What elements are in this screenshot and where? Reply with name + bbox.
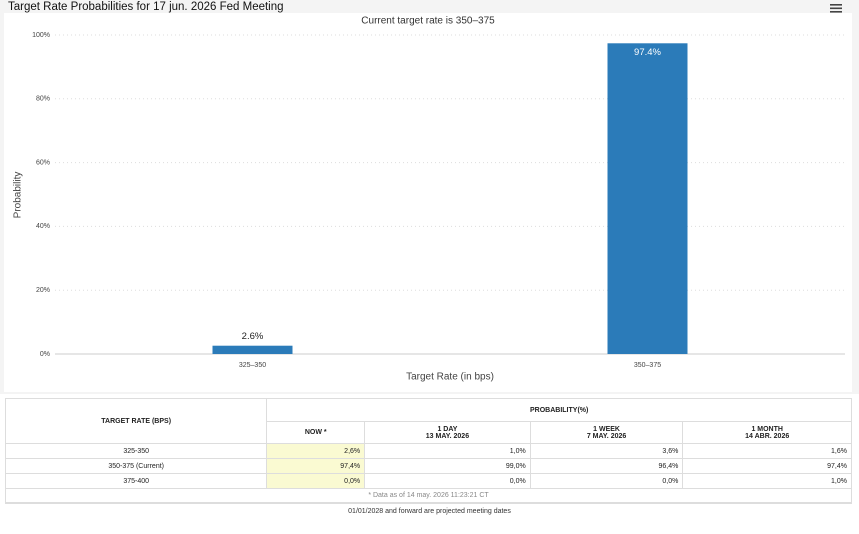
y-tick-label: 100% <box>32 32 50 39</box>
column-date: 14 ABR. 2026 <box>745 432 790 440</box>
cell: 1,0% <box>682 473 852 489</box>
column-label: NOW * <box>304 429 327 436</box>
x-tick-label: 350–375 <box>634 362 661 369</box>
column-label: 1 MONTH <box>751 425 783 433</box>
chart-subtitle: Current target rate is 350–375 <box>361 16 495 27</box>
y-tick-label: 80% <box>36 96 50 103</box>
chart-background <box>4 13 852 392</box>
column-header: 1 WEEK 7 MAY. 2026 <box>529 421 684 444</box>
cell: 97,4% <box>682 458 852 474</box>
cell: 0,0% <box>529 473 684 489</box>
cell: 1,0% <box>364 443 531 459</box>
row-label: 375-400 <box>4 473 268 489</box>
bar <box>212 345 293 354</box>
column-date: 7 MAY. 2026 <box>586 432 627 440</box>
cell: 1,6% <box>682 443 852 459</box>
probability-table: TARGET RATE (BPS) PROBABILITY(%) NOW * 1 … <box>4 398 852 504</box>
cell: 99,0% <box>364 458 531 474</box>
row-label: 325-350 <box>4 443 268 459</box>
table-row: 375-400 0,0% 0,0% 0,0% 1,0% <box>4 473 852 489</box>
y-tick-label: 20% <box>36 287 50 294</box>
note: 01/01/2028 and forward are projected mee… <box>348 508 511 515</box>
cell: 2,6% <box>266 443 366 459</box>
x-axis-label: Target Rate (in bps) <box>406 372 494 383</box>
column-label: 1 DAY <box>437 425 458 433</box>
cell: 96,4% <box>529 458 684 474</box>
y-axis-label: Probability <box>13 172 24 219</box>
y-tick-label: 40% <box>36 223 50 230</box>
cell: 97,4% <box>266 458 366 474</box>
group-header: PROBABILITY(%) <box>266 398 852 422</box>
cell: 3,6% <box>529 443 684 459</box>
chart: Target Rate Probabilities for 17 jun. 20… <box>0 0 859 394</box>
column-header: 1 MONTH 14 ABR. 2026 <box>682 421 852 444</box>
data-label: 97.4% <box>634 47 661 58</box>
y-tick-label: 0% <box>40 351 50 358</box>
row-header: TARGET RATE (BPS) <box>4 398 268 444</box>
column-header: NOW * <box>266 421 366 444</box>
menu-icon[interactable] <box>830 4 842 13</box>
data-label: 2.6% <box>242 331 264 342</box>
row-label: 350-375 (Current) <box>4 458 268 474</box>
footnote: * Data as of 14 may. 2026 11:23:21 CT <box>5 488 852 504</box>
x-tick-label: 325–350 <box>239 362 266 369</box>
table-row: 350-375 (Current) 97,4% 99,0% 96,4% 97,4% <box>4 458 852 474</box>
cell: 0,0% <box>364 473 531 489</box>
bar <box>607 43 688 354</box>
column-header: 1 DAY 13 MAY. 2026 <box>364 421 531 444</box>
column-date: 13 MAY. 2026 <box>425 432 470 440</box>
cell: 0,0% <box>266 473 366 489</box>
y-tick-label: 60% <box>36 159 50 166</box>
column-label: 1 WEEK <box>593 425 620 433</box>
table-row: 325-350 2,6% 1,0% 3,6% 1,6% <box>4 443 852 459</box>
chart-title: Target Rate Probabilities for 17 jun. 20… <box>8 1 284 13</box>
